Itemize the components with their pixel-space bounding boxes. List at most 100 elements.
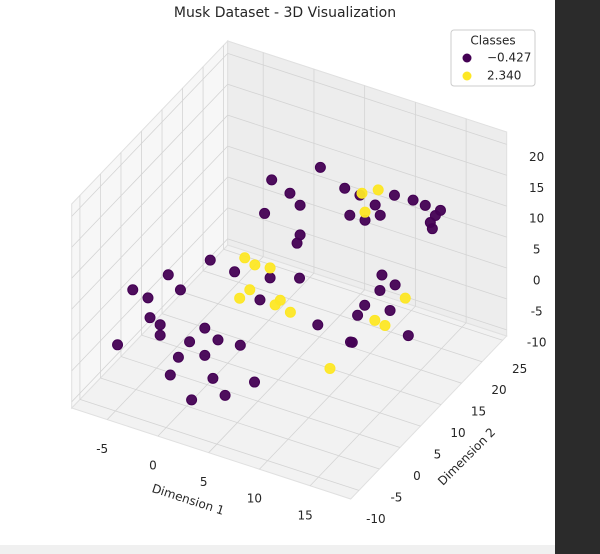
point — [284, 306, 296, 318]
grid-line — [157, 272, 315, 437]
point — [324, 362, 336, 374]
point — [374, 284, 386, 296]
grid-line — [71, 83, 228, 248]
y-tick-label: 0 — [413, 469, 421, 483]
point — [142, 292, 154, 304]
point — [374, 209, 386, 221]
grid-line — [227, 207, 507, 300]
x-tick-label: -5 — [96, 442, 108, 456]
point — [344, 209, 356, 221]
point — [127, 284, 139, 296]
grid-line — [227, 83, 507, 176]
grid-line — [309, 322, 467, 487]
point — [384, 304, 396, 316]
point — [359, 206, 371, 218]
y-tick-label: -10 — [366, 512, 386, 526]
point — [234, 292, 246, 304]
point — [284, 187, 296, 199]
point — [369, 199, 381, 211]
point — [352, 309, 364, 321]
point — [399, 292, 411, 304]
grid-line — [71, 207, 228, 372]
point — [186, 394, 198, 406]
point — [239, 252, 251, 264]
point — [264, 262, 276, 274]
z-tick-label: -5 — [531, 304, 543, 318]
y-tick-label: -5 — [390, 490, 402, 504]
grid-line — [71, 53, 228, 217]
point — [219, 389, 231, 401]
z-tick-label: 15 — [529, 181, 544, 195]
z-axis-label: Dimension 3 — [554, 192, 568, 267]
y-tick-label: 20 — [491, 383, 506, 397]
point — [389, 279, 401, 291]
point — [359, 299, 371, 311]
legend-title: Classes — [470, 34, 515, 48]
y-tick-label: 25 — [512, 362, 527, 376]
point — [291, 237, 303, 249]
point — [372, 184, 384, 196]
grid-line — [208, 289, 365, 453]
x-tick-label: 5 — [200, 475, 208, 489]
z-tick-label: 10 — [529, 212, 544, 226]
pane — [227, 40, 508, 337]
grid-line — [79, 399, 360, 491]
grid-line — [106, 256, 264, 420]
legend: Classes −0.427 2.340 — [450, 29, 536, 87]
point — [259, 207, 271, 219]
point — [254, 294, 266, 306]
x-tick-label: 15 — [297, 508, 312, 522]
legend-box — [450, 29, 536, 87]
point — [266, 174, 278, 186]
grid-line — [100, 377, 380, 470]
grid-line — [259, 305, 416, 470]
point — [314, 161, 326, 173]
grid-line — [141, 334, 421, 427]
z-tick-label: -10 — [527, 335, 547, 349]
window-edge — [555, 0, 600, 554]
point — [369, 314, 381, 326]
window-edge — [0, 545, 555, 554]
point — [376, 269, 388, 281]
z-tick-label: 0 — [533, 274, 541, 288]
point — [312, 319, 324, 331]
point — [339, 182, 351, 194]
point — [379, 319, 391, 331]
legend-marker — [462, 53, 472, 63]
point — [356, 187, 368, 199]
point — [184, 336, 196, 348]
point — [346, 336, 358, 348]
point — [162, 269, 174, 281]
grid-line — [227, 52, 507, 145]
point — [426, 223, 438, 235]
point — [249, 376, 261, 388]
y-tick-label: 10 — [450, 426, 465, 440]
point — [264, 272, 276, 284]
point — [164, 369, 176, 381]
point — [229, 266, 241, 278]
point — [294, 272, 306, 284]
point — [244, 284, 256, 296]
z-tick-label: 5 — [533, 243, 541, 257]
y-tick-label: 15 — [471, 405, 486, 419]
point — [154, 319, 166, 331]
point — [112, 339, 124, 351]
y-tick-label: 5 — [434, 448, 442, 462]
grid-line — [227, 114, 507, 207]
legend-label: −0.427 — [487, 51, 531, 65]
point — [294, 199, 306, 211]
point — [174, 284, 186, 296]
point — [204, 254, 216, 266]
point — [269, 299, 281, 311]
grid-line — [71, 176, 228, 341]
legend-marker — [462, 71, 472, 81]
grid-line — [182, 291, 462, 384]
x-tick-label: 10 — [247, 492, 262, 506]
point — [154, 329, 166, 341]
point — [234, 339, 246, 351]
grid-line — [71, 145, 228, 310]
point — [434, 204, 446, 216]
point — [388, 189, 400, 201]
